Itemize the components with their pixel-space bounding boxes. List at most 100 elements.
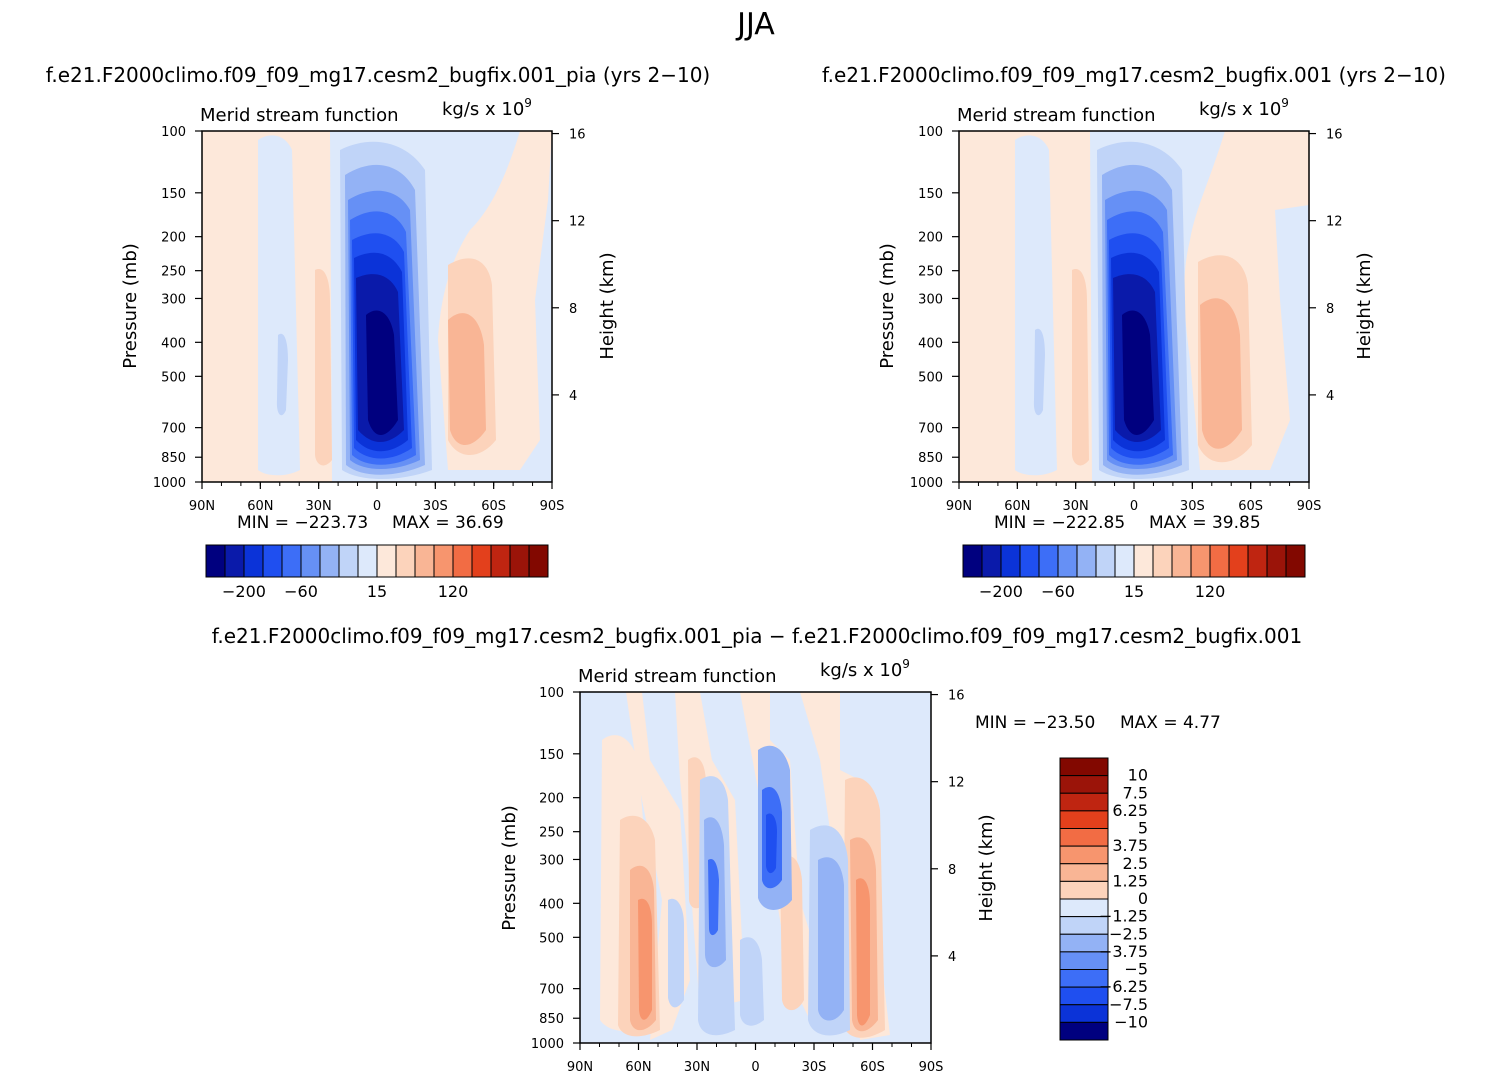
contour-level [1033, 328, 1045, 416]
colorbar-box [1266, 544, 1287, 578]
y-tick-label: 200 [161, 231, 186, 246]
colorbar-box [452, 544, 473, 578]
max-label: MAX = 4.77 [1120, 713, 1221, 733]
y2-tick-label: 16 [1326, 128, 1343, 143]
left-string: Merid stream function [578, 666, 776, 687]
colorbar: −200 −60 15 120 [205, 544, 549, 601]
colorbar-box [1059, 775, 1109, 794]
colorbar-label: −60 [284, 582, 318, 601]
contour-fill [580, 692, 931, 1043]
x-tick-label: 30S [802, 1060, 827, 1075]
panel-title: f.e21.F2000climo.f09_f09_mg17.cesm2_bugf… [46, 63, 710, 87]
y2-tick-label: 4 [569, 389, 577, 404]
y2-axis-label: Height (km) [976, 814, 997, 921]
colorbar-box [1190, 544, 1211, 578]
colorbar-box [1133, 544, 1154, 578]
x-tick-label: 30S [423, 499, 448, 514]
colorbar-label: 7.5 [1123, 783, 1148, 802]
contour-level [740, 937, 764, 1026]
colorbar-box [205, 544, 226, 578]
y2-tick-label: 4 [948, 950, 956, 965]
left-string: Merid stream function [957, 105, 1155, 126]
x-tick-label: 90S [540, 499, 565, 514]
colorbar-label: −2.5 [1109, 924, 1148, 943]
x-tick-label: 60S [860, 1060, 885, 1075]
contour-level [856, 878, 870, 1026]
colorbar-box [357, 544, 378, 578]
colorbar-box [1228, 544, 1249, 578]
colorbar-label: −1.25 [1099, 907, 1148, 926]
colorbar-box [262, 544, 283, 578]
y-tick-label: 500 [918, 370, 943, 385]
y-tick-label: 700 [539, 983, 564, 998]
y2-tick-label: 16 [569, 128, 586, 143]
figure-title: JJA [735, 7, 775, 42]
y-axis-label: Pressure (mb) [120, 243, 141, 369]
min-label: MIN = −223.73 [237, 513, 368, 533]
y-tick-label: 200 [918, 231, 943, 246]
colorbar-box [224, 544, 245, 578]
y-tick-label: 700 [918, 422, 943, 437]
y-tick-label: 850 [161, 451, 186, 466]
max-label: MAX = 39.85 [1149, 513, 1261, 533]
y-tick-label: 150 [161, 187, 186, 202]
colorbar-label: 2.5 [1123, 854, 1148, 873]
colorbar-box [1038, 544, 1059, 578]
colorbar-label: 3.75 [1112, 836, 1148, 855]
y-tick-label: 300 [918, 292, 943, 307]
panel-title: f.e21.F2000climo.f09_f09_mg17.cesm2_bugf… [212, 624, 1302, 648]
left-string: Merid stream function [200, 105, 398, 126]
colorbar-label: −10 [1114, 1012, 1148, 1031]
contour-blue-band [1015, 135, 1057, 476]
units-string: kg/s x 109 [442, 96, 532, 120]
colorbar-box [1152, 544, 1173, 578]
colorbar-box [1059, 810, 1109, 829]
y-tick-label: 850 [918, 451, 943, 466]
colorbar-box [1247, 544, 1268, 578]
contour-level [366, 310, 398, 435]
colorbar-label: −5 [1124, 960, 1148, 979]
colorbar-box [1209, 544, 1230, 578]
colorbar-box [414, 544, 435, 578]
colorbar-label: 5 [1138, 819, 1148, 838]
x-tick-label: 60N [625, 1060, 651, 1075]
colorbar-label: 120 [438, 582, 469, 601]
colorbar-label: 6.25 [1112, 801, 1148, 820]
colorbar-box [1171, 544, 1192, 578]
min-label: MIN = −23.50 [975, 713, 1095, 733]
y-tick-label: 300 [539, 853, 564, 868]
contour-level [668, 898, 684, 1008]
contour-level [638, 898, 652, 1020]
colorbar-box [1059, 757, 1109, 777]
units-string: kg/s x 109 [820, 657, 910, 681]
x-tick-label: 30N [1063, 499, 1089, 514]
x-tick-label: 60N [247, 499, 273, 514]
colorbar: 107.56.2553.752.51.250−1.25−2.5−3.75−5−6… [1059, 757, 1148, 1041]
colorbar-box [243, 544, 264, 578]
colorbar-box [1285, 544, 1306, 578]
contour-level [818, 857, 844, 1021]
y-tick-label: 1000 [153, 476, 186, 491]
x-tick-label: 60S [1238, 499, 1263, 514]
colorbar-box [1059, 792, 1109, 812]
colorbar: −200 −60 15 120 [962, 544, 1306, 601]
y-tick-label: 100 [161, 125, 186, 140]
y-tick-label: 700 [161, 422, 186, 437]
colorbar-box [300, 544, 321, 578]
colorbar-label: −60 [1041, 582, 1075, 601]
x-tick-label: 90N [567, 1060, 593, 1075]
colorbar-box [509, 544, 530, 578]
contour-level [708, 858, 719, 936]
units-string: kg/s x 109 [1199, 96, 1289, 120]
colorbar-box [1059, 828, 1109, 847]
colorbar-box [471, 544, 492, 578]
y2-tick-label: 16 [948, 689, 965, 704]
y2-tick-label: 8 [948, 863, 956, 878]
contour-level [766, 813, 777, 874]
y-tick-label: 200 [539, 792, 564, 807]
y-tick-label: 500 [161, 370, 186, 385]
colorbar-box [319, 544, 340, 578]
y2-axis-label: Height (km) [1354, 252, 1375, 359]
colorbar-box [528, 544, 549, 578]
panel-difference: f.e21.F2000climo.f09_f09_mg17.cesm2_bugf… [212, 624, 1302, 1075]
